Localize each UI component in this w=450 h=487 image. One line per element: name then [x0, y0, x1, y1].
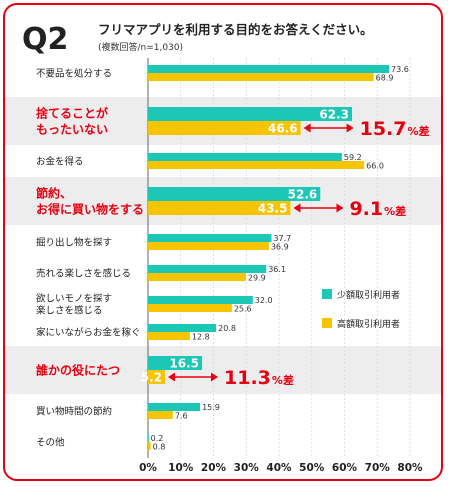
bar-small	[148, 403, 201, 411]
difference-value: 15.7	[360, 118, 407, 140]
value-label-high: 0.8	[153, 443, 166, 452]
legend-label: 少額取引利用者	[337, 289, 400, 301]
value-label-small: 62.3	[319, 108, 349, 122]
value-label-small: 32.0	[255, 296, 273, 305]
value-label-high: 46.6	[268, 122, 298, 136]
x-tick-label: 40%	[266, 462, 292, 474]
category-label: 欲しいモノを探す	[36, 292, 112, 304]
x-tick-label: 20%	[201, 462, 227, 474]
difference-unit: %差	[384, 204, 406, 218]
difference-arrow-head-right	[211, 372, 219, 382]
chart-title: フリマアプリを利用する目的をお答えください。	[98, 22, 373, 37]
bar-high	[148, 161, 365, 169]
legend-label: 高額取引利用者	[337, 318, 400, 330]
x-tick-label: 30%	[234, 462, 260, 474]
value-label-small: 0.2	[151, 434, 164, 443]
value-label-small: 16.5	[169, 357, 199, 371]
value-label-high: 66.0	[366, 162, 384, 171]
category-label: 誰かの役にたつ	[36, 362, 120, 377]
x-tick-label: 70%	[365, 462, 391, 474]
difference-arrow-head-right	[346, 123, 354, 133]
bar-high	[148, 370, 166, 384]
bar-small	[148, 153, 342, 161]
difference-arrow-head-left	[168, 372, 176, 382]
value-label-high: 7.6	[175, 412, 188, 421]
bar-small	[148, 234, 272, 242]
question-number: Q2	[22, 22, 68, 57]
bar-small	[148, 296, 253, 304]
value-label-small: 36.1	[268, 265, 286, 274]
category-label: その他	[36, 436, 65, 448]
difference-arrow-head-right	[336, 203, 344, 213]
value-label-small: 59.2	[344, 153, 362, 162]
bar-high	[148, 273, 246, 281]
bar-small	[148, 324, 217, 332]
category-label: お金を得る	[36, 155, 84, 167]
x-tick-label: 10%	[168, 462, 194, 474]
value-label-small: 37.7	[273, 234, 291, 243]
difference-arrow-head-left	[303, 123, 311, 133]
category-label: 節約、	[36, 185, 72, 200]
bar-small	[148, 265, 267, 273]
bar-small	[148, 434, 149, 442]
value-label-small: 73.6	[391, 65, 409, 74]
bar-high	[148, 411, 173, 419]
value-label-small: 15.9	[202, 403, 220, 412]
category-label: お得に買い物をする	[36, 201, 144, 216]
difference-unit: %差	[408, 124, 430, 138]
category-label: 買い物時間の節約	[36, 405, 112, 417]
difference-value: 11.3	[224, 367, 271, 389]
value-label-small: 52.6	[288, 188, 318, 202]
legend-swatch	[322, 318, 332, 328]
category-label: 売れる楽しさを感じる	[36, 267, 131, 279]
value-label-high: 68.9	[376, 74, 394, 83]
bar-high	[148, 242, 269, 250]
legend-swatch	[322, 289, 332, 299]
value-label-high: 43.5	[258, 202, 288, 216]
value-label-high: 29.9	[248, 274, 266, 283]
value-label-high: 25.6	[234, 305, 252, 314]
highlight-band	[5, 346, 441, 394]
value-label-small: 20.8	[218, 324, 236, 333]
difference-unit: %差	[272, 373, 294, 387]
bar-high	[148, 201, 291, 215]
category-label: 捨てることが	[36, 105, 108, 120]
bar-small	[148, 356, 203, 370]
difference-value: 9.1	[349, 198, 383, 220]
bar-small	[148, 107, 353, 121]
x-tick-label: 80%	[397, 462, 423, 474]
bar-high	[148, 121, 301, 135]
difference-arrow-head-left	[293, 203, 301, 213]
bar-high	[148, 332, 190, 340]
bar-high	[148, 304, 232, 312]
bar-small	[148, 187, 321, 201]
category-label: 掘り出し物を探す	[36, 236, 112, 248]
value-label-high: 5.2	[141, 371, 162, 385]
value-label-high: 12.8	[192, 333, 210, 342]
chart-subtitle: (複数回答/n=1,030)	[98, 41, 183, 53]
category-label: 楽しさを感じる	[36, 304, 103, 316]
category-label: 家にいながらお金を稼ぐ	[36, 326, 141, 338]
category-label: もったいない	[36, 122, 108, 136]
category-label: 不要品を処分する	[36, 67, 112, 79]
x-tick-label: 50%	[299, 462, 325, 474]
value-label-high: 36.9	[271, 243, 289, 252]
bar-small	[148, 65, 390, 73]
x-tick-label: 0%	[139, 462, 157, 474]
x-tick-label: 60%	[332, 462, 358, 474]
bar-high	[148, 442, 151, 450]
bar-high	[148, 73, 374, 81]
